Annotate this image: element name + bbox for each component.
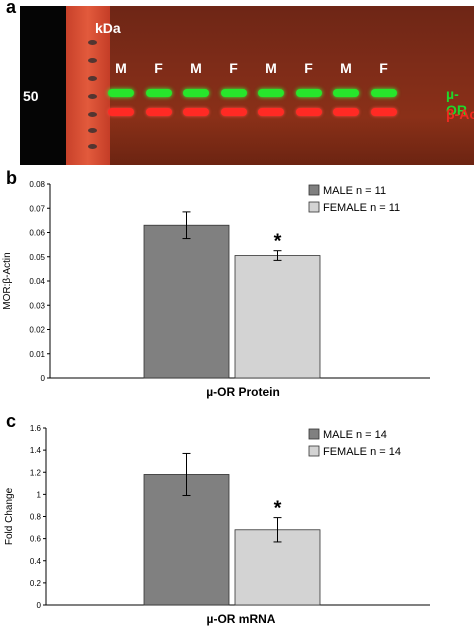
y-tick-label: 0.04 xyxy=(29,277,45,286)
y-tick-label: 0.06 xyxy=(29,229,45,238)
lane-label-1: M xyxy=(115,60,127,76)
y-tick-label: 1 xyxy=(37,490,42,499)
mor-mrna-bar-chart: 0 0.2 0.4 0.6 0.8 1 1.2 1.4 1.6 Fold Change µ-OR m… xyxy=(4,424,430,626)
legend-label-male: MALE n = 14 xyxy=(323,429,387,441)
y-tick-label: 0.8 xyxy=(30,513,42,522)
beta-actin-band-lane-3 xyxy=(183,108,209,116)
y-tick-label: 1.2 xyxy=(30,468,42,477)
mu-or-band-lane-3 xyxy=(183,89,209,97)
molecular-weight-ladder xyxy=(66,6,110,165)
legend-swatch-male xyxy=(308,184,320,196)
mu-or-band-lane-6 xyxy=(295,89,322,97)
legend-label-female: FEMALE n = 11 xyxy=(323,202,400,214)
y-tick-label: 0.02 xyxy=(29,326,45,335)
y-tick-label: 0.4 xyxy=(30,557,42,566)
lane-label-7: M xyxy=(340,60,352,76)
y-tick-label: 0.07 xyxy=(29,204,45,213)
beta-actin-band-lane-6 xyxy=(295,108,322,116)
mu-or-band-lane-2 xyxy=(145,89,172,97)
beta-actin-band-lane-5 xyxy=(258,108,284,116)
blot-lanes-area xyxy=(110,6,474,165)
legend-swatch-female xyxy=(308,201,320,213)
y-axis-label: Fold Change xyxy=(4,487,15,545)
y-tick-label: 0 xyxy=(41,374,46,383)
beta-actin-band-lane-7 xyxy=(333,108,359,116)
beta-actin-band-lane-4 xyxy=(220,108,247,116)
ladder-marker-3 xyxy=(88,76,97,81)
ladder-marker-4 xyxy=(88,94,97,99)
bar-male xyxy=(143,224,230,379)
panel-letter-b: b xyxy=(6,168,17,188)
lane-label-3: M xyxy=(190,60,202,76)
mu-or-band-lane-7 xyxy=(333,89,359,97)
ladder-marker-1 xyxy=(88,40,97,45)
bar-male xyxy=(143,474,230,606)
lane-label-4: F xyxy=(229,60,238,76)
legend-label-female: FEMALE n = 14 xyxy=(323,446,401,458)
ladder-marker-5 xyxy=(88,112,97,117)
bar-female xyxy=(234,255,321,379)
legend-swatch-male xyxy=(308,428,320,440)
mu-or-band-lane-8 xyxy=(370,89,397,97)
significance-star: * xyxy=(274,231,282,253)
legend-label-male: MALE n = 11 xyxy=(323,185,386,197)
western-blot-image: kDa 50 M F M F M F M F µ-OR β-Actin xyxy=(20,6,474,165)
lane-label-8: F xyxy=(379,60,388,76)
x-axis-label: µ-OR mRNA xyxy=(207,612,276,626)
mu-or-band-lane-5 xyxy=(258,89,284,97)
panel-letter-a: a xyxy=(6,0,17,17)
y-tick-label: 0.03 xyxy=(29,301,45,310)
beta-actin-band-lane-2 xyxy=(145,108,172,116)
legend-swatch-female xyxy=(308,445,320,457)
mw-marker-50: 50 xyxy=(23,88,39,104)
y-tick-label: 0 xyxy=(37,601,42,610)
significance-star: * xyxy=(274,498,282,520)
y-axis-label: MOR:β-Actin xyxy=(2,252,13,309)
y-tick-label: 1.6 xyxy=(30,424,42,433)
mu-or-band-label: µ-OR xyxy=(446,86,467,118)
mu-or-band-lane-4 xyxy=(220,89,247,97)
mor-protein-bar-chart: 0 0.01 0.02 0.03 0.04 0.05 0.06 0.07 0.08 MOR:β-A… xyxy=(2,180,430,399)
y-tick-label: 0.05 xyxy=(29,253,45,262)
y-tick-label: 0.2 xyxy=(30,579,42,588)
y-tick-label: 0.6 xyxy=(30,535,42,544)
y-tick-label: 1.4 xyxy=(30,446,42,455)
lane-label-6: F xyxy=(304,60,313,76)
x-axis-label: µ-OR Protein xyxy=(206,385,280,399)
beta-actin-band-lane-8 xyxy=(370,108,397,116)
y-tick-label: 0.01 xyxy=(29,350,45,359)
beta-actin-band-lane-1 xyxy=(108,108,134,116)
ladder-marker-7 xyxy=(88,144,97,149)
kda-label: kDa xyxy=(95,20,121,36)
y-tick-label: 0.08 xyxy=(29,180,45,189)
lane-label-2: F xyxy=(154,60,163,76)
lane-label-5: M xyxy=(265,60,277,76)
ladder-marker-6 xyxy=(88,128,97,133)
beta-actin-band-label: β-Actin xyxy=(446,106,474,122)
blot-dark-margin xyxy=(20,6,66,165)
ladder-marker-2 xyxy=(88,58,97,63)
panel-letter-c: c xyxy=(6,411,17,431)
mu-or-band-lane-1 xyxy=(108,89,134,97)
